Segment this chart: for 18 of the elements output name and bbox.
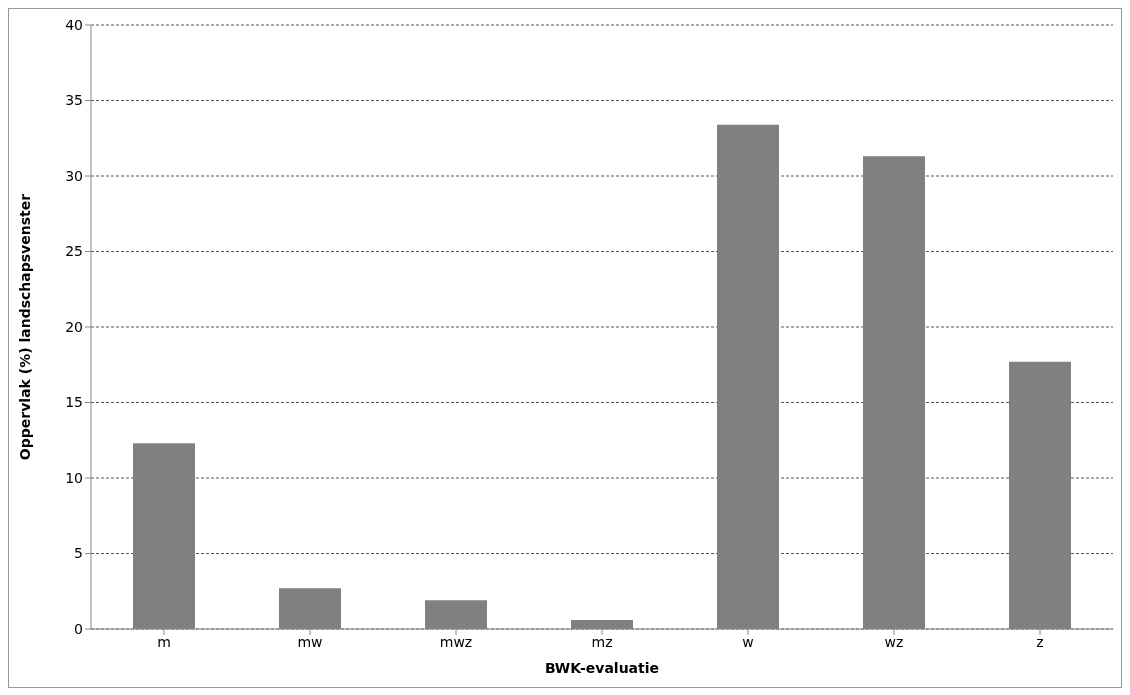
x-tick-label: mw [297,633,323,650]
y-tick-label: 5 [74,545,83,562]
y-tick-label: 20 [65,318,83,335]
x-tick-label: m [157,633,171,650]
y-tick-label: 35 [65,92,83,109]
y-tick-label: 15 [65,394,83,411]
y-tick-label: 25 [65,243,83,260]
y-tick-label: 30 [65,167,83,184]
x-tick-label: mz [591,633,613,650]
y-tick-label: 0 [74,620,83,637]
y-tick-label: 10 [65,469,83,486]
y-tick-label: 40 [65,16,83,33]
x-tick-label: z [1036,633,1044,650]
x-tick-label: w [742,633,754,650]
y-axis-title: Oppervlak (%) landschapsvenster [16,193,33,461]
x-tick-label: mwz [439,633,473,650]
x-axis-title: BWK-evaluatie [544,660,660,676]
x-tick-label: wz [884,633,904,650]
